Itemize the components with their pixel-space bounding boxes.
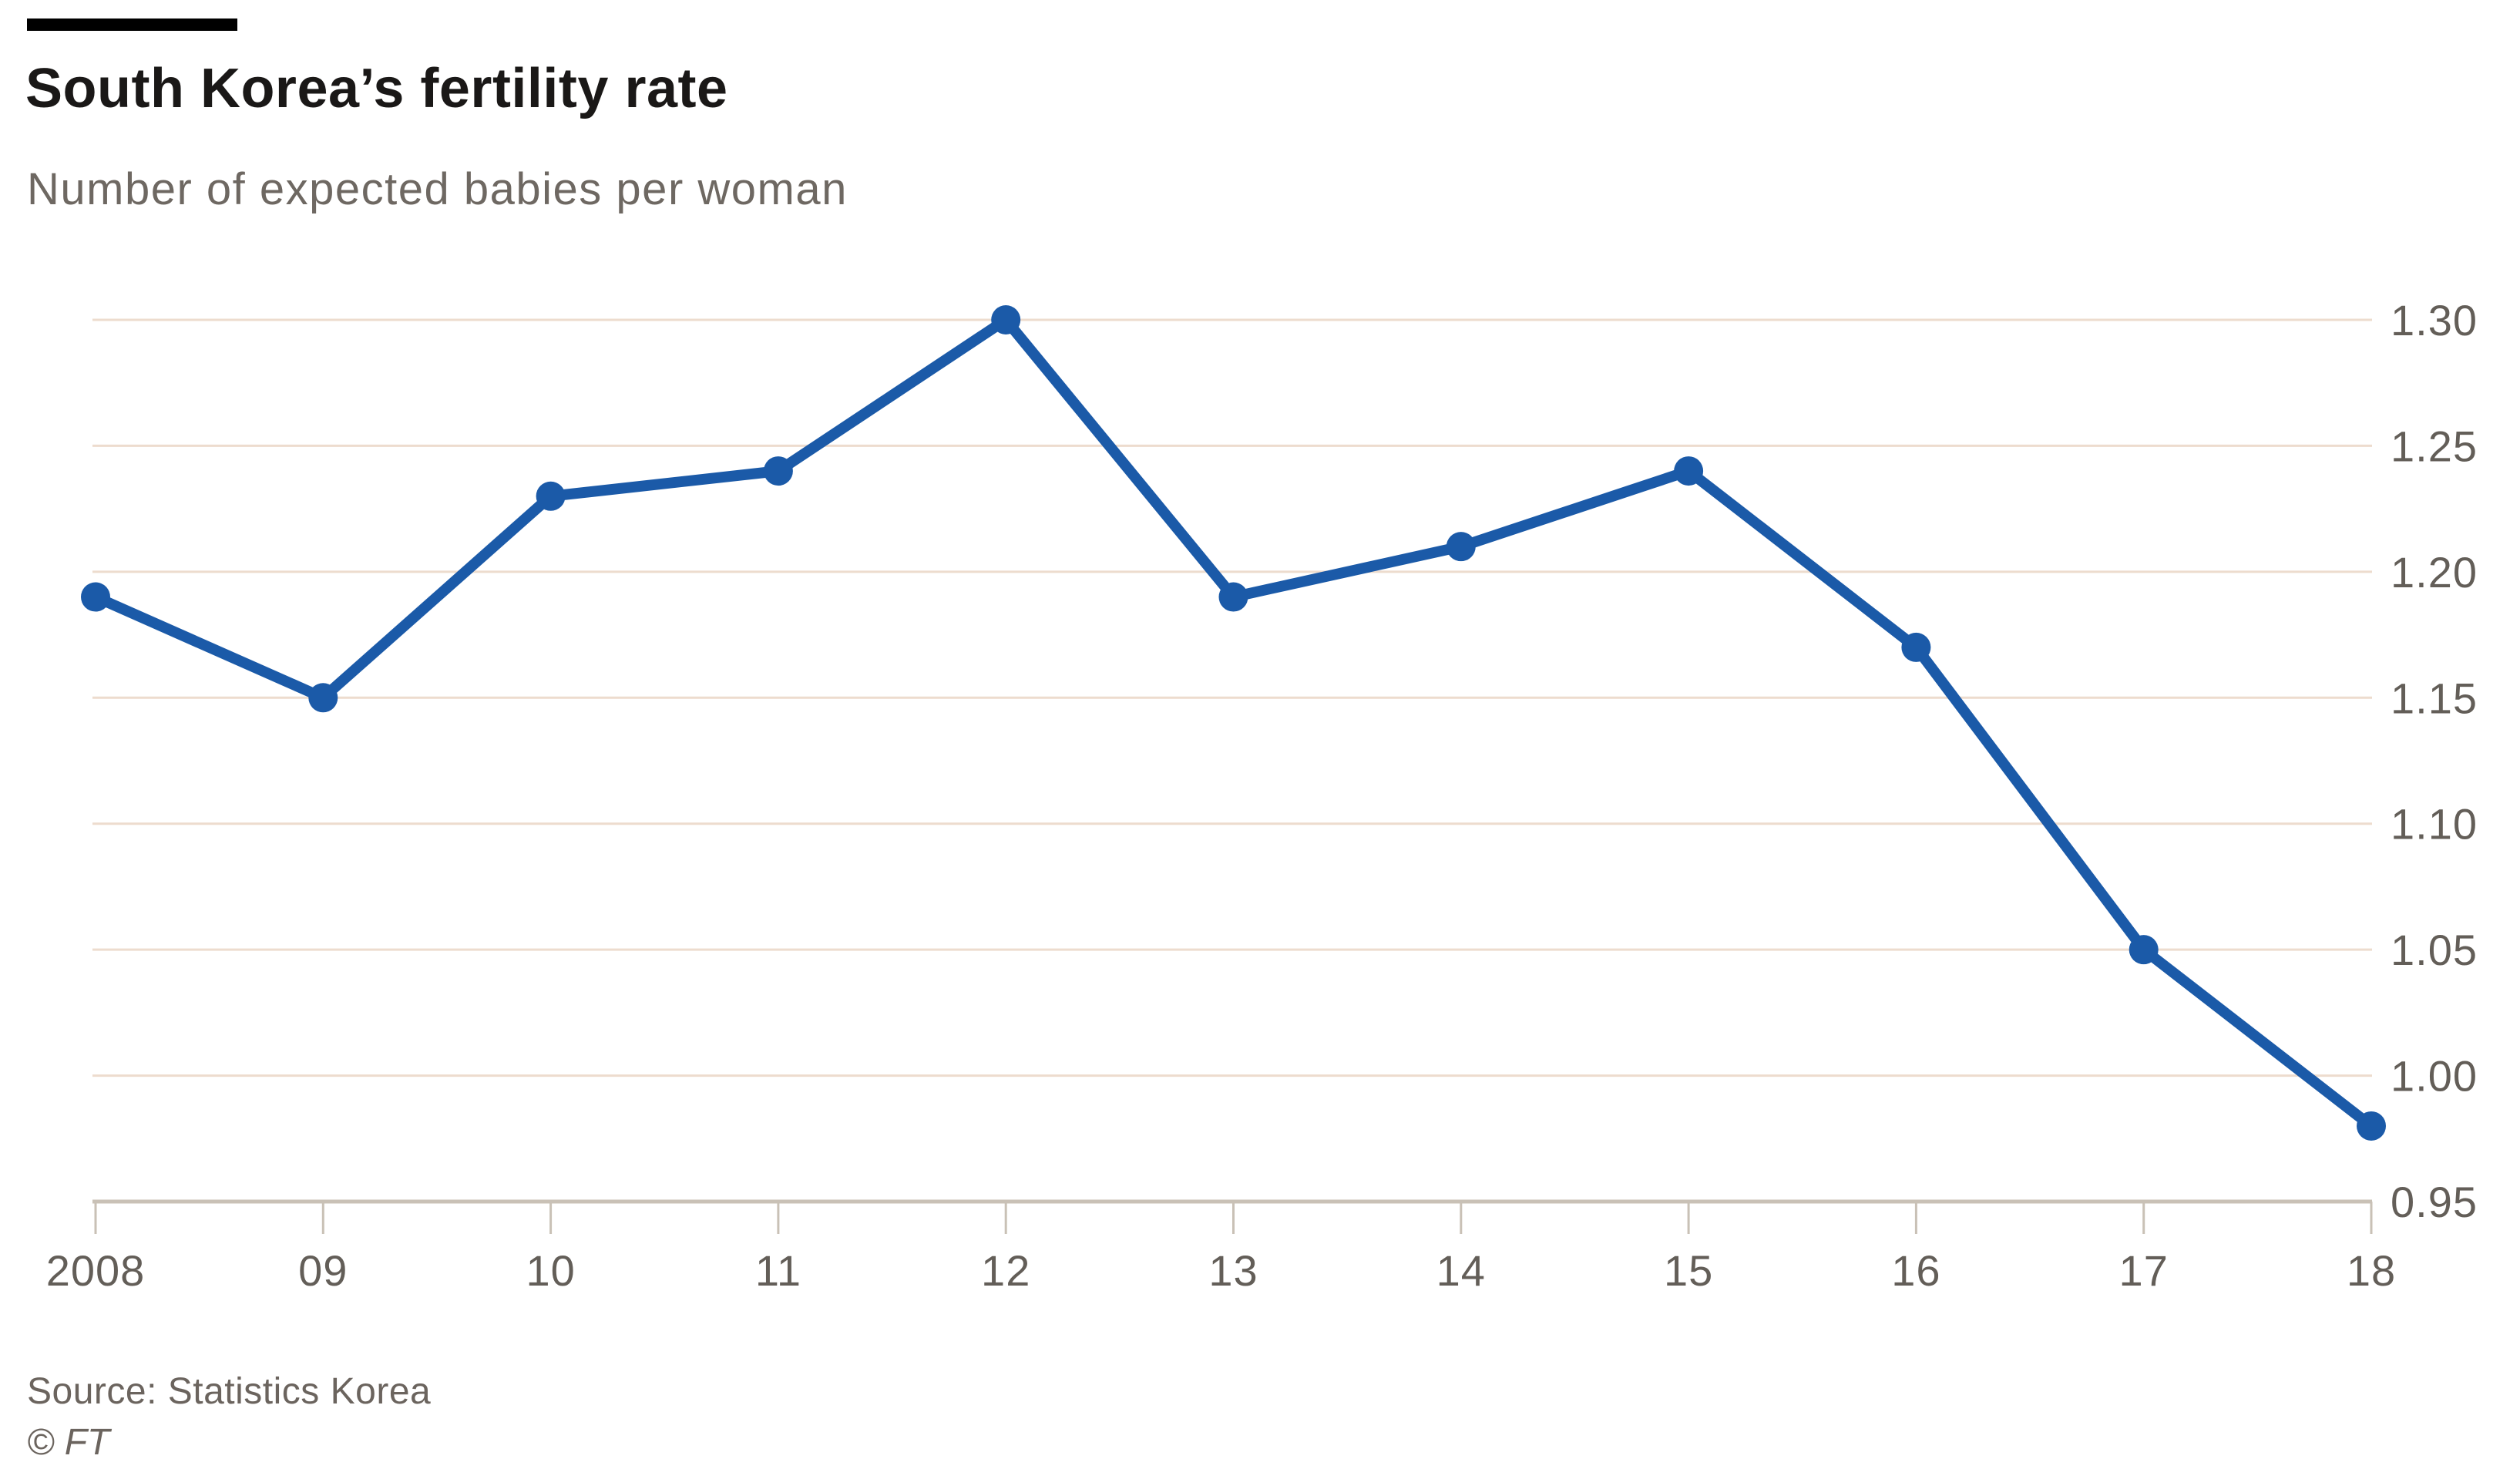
x-tick-label: 15 [1664,1246,1713,1295]
y-tick-label: 1.30 [2391,296,2478,345]
data-point [2357,1111,2386,1141]
x-tick-label: 16 [1891,1246,1940,1295]
x-tick-label: 09 [298,1246,348,1295]
data-point [1901,632,1931,662]
title-accent-bar [27,18,237,31]
y-tick-label: 1.10 [2391,800,2478,849]
x-tick-label: 10 [526,1246,575,1295]
y-tick-label: 1.20 [2391,548,2478,597]
x-tick-label: 18 [2347,1246,2396,1295]
data-point [763,456,793,486]
data-point [308,683,338,713]
chart-footer: Source: Statistics Korea © FT [27,1373,431,1461]
x-tick-label: 13 [1208,1246,1258,1295]
data-point [1446,532,1476,562]
data-point [991,305,1021,334]
data-point [81,582,110,612]
data-point [2129,935,2159,965]
source-note: Source: Statistics Korea [27,1371,432,1412]
y-tick-label: 1.05 [2391,926,2478,974]
data-point [1218,582,1248,612]
copyright-note: © FT [27,1422,110,1463]
y-tick-label: 1.15 [2391,674,2478,722]
chart-title: South Korea’s fertility rate [25,58,728,119]
x-tick-label: 11 [755,1246,801,1295]
x-tick-label: 12 [981,1246,1030,1295]
x-tick-label: 2008 [46,1246,146,1295]
chart-subtitle: Number of expected babies per woman [27,164,848,214]
data-point [1674,456,1704,486]
y-tick-label: 1.25 [2391,422,2478,470]
y-tick-label: 1.00 [2391,1052,2478,1101]
x-tick-label: 17 [2119,1246,2169,1295]
fertility-rate-line [90,314,2377,1131]
y-tick-label: 0.95 [2391,1178,2478,1226]
x-tick-label: 14 [1436,1246,1486,1295]
data-point [536,481,566,511]
